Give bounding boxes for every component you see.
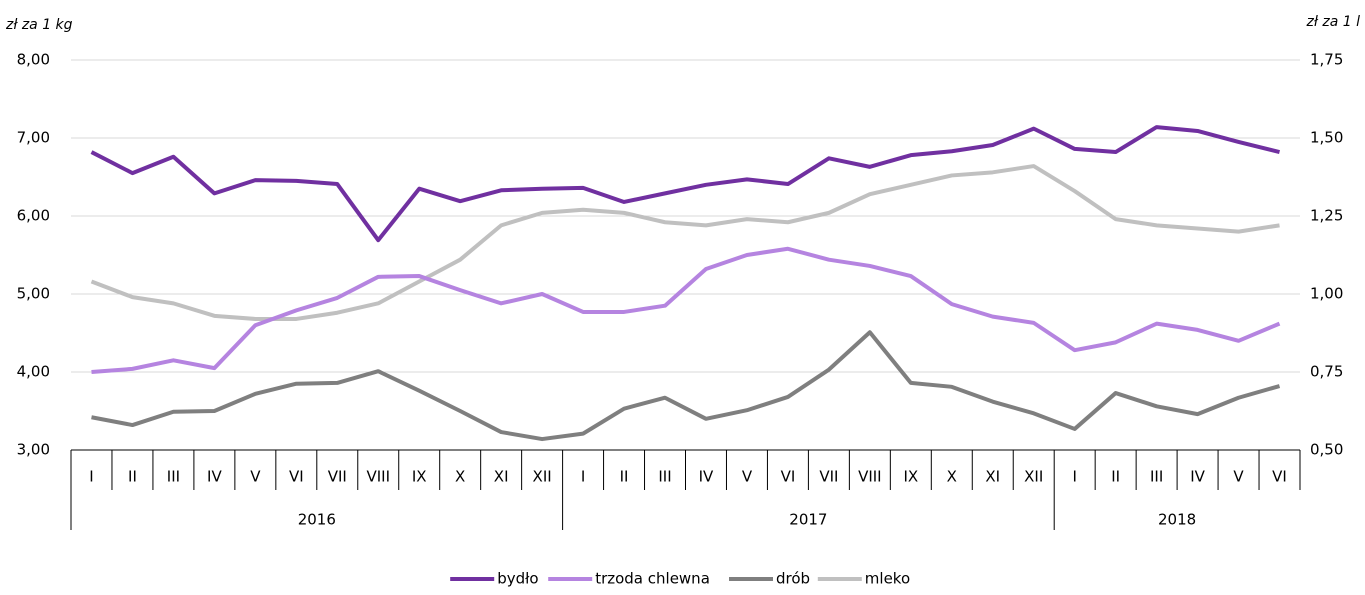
y2-tick-label: 0,75	[1310, 363, 1343, 381]
y2-axis-label: zł za 1 l	[1306, 14, 1361, 30]
legend-label: drób	[776, 570, 810, 588]
line	[91, 330, 1281, 442]
legend-label: mleko	[865, 570, 910, 588]
x-tick-label: IV	[699, 468, 714, 486]
legend-label: trzoda chlewna	[595, 570, 710, 588]
x-tick-label: VI	[1272, 468, 1287, 486]
y-tick-label: 8,00	[17, 51, 50, 69]
x-tick-label: III	[167, 468, 180, 486]
y2-tick-label: 1,25	[1310, 207, 1343, 225]
x-tick-label: XI	[985, 468, 1000, 486]
group-label: 2016	[298, 511, 336, 529]
x-tick-label: II	[128, 468, 137, 486]
x-tick-label: IX	[903, 468, 918, 486]
x-tick-label: I	[89, 468, 93, 486]
x-tick-label: VI	[289, 468, 304, 486]
x-tick-label: XI	[494, 468, 509, 486]
line	[90, 164, 1280, 321]
x-tick-label: VII	[819, 468, 838, 486]
x-tick-label: VII	[328, 468, 347, 486]
x-tick-label: IV	[207, 468, 222, 486]
x-tick-label: IV	[1190, 468, 1205, 486]
y-tick-label: 7,00	[17, 129, 50, 147]
line	[91, 246, 1281, 374]
y2-tick-label: 1,00	[1310, 285, 1343, 303]
x-tick-label: V	[742, 468, 753, 486]
x-tick-label: XII	[533, 468, 552, 486]
y-tick-label: 4,00	[17, 363, 50, 381]
x-tick-label: V	[1233, 468, 1244, 486]
x-tick-label: X	[455, 468, 465, 486]
x-tick-label: XII	[1024, 468, 1043, 486]
group-label: 2017	[789, 511, 827, 529]
x-tick-label: VI	[781, 468, 796, 486]
y-tick-label: 3,00	[17, 441, 50, 459]
x-tick-label: II	[1111, 468, 1120, 486]
x-tick-label: III	[1150, 468, 1163, 486]
x-tick-label: X	[947, 468, 957, 486]
x-tick-label: V	[250, 468, 261, 486]
group-label: 2018	[1158, 511, 1196, 529]
x-tick-label: VIII	[366, 468, 390, 486]
x-tick-label: II	[620, 468, 629, 486]
y2-tick-label: 1,50	[1310, 129, 1343, 147]
line	[90, 125, 1281, 243]
x-tick-label: I	[581, 468, 585, 486]
x-tick-label: VIII	[858, 468, 882, 486]
y2-tick-label: 0,50	[1310, 441, 1343, 459]
x-tick-label: III	[658, 468, 671, 486]
x-tick-label: I	[1072, 468, 1076, 486]
y2-tick-label: 1,75	[1310, 51, 1343, 69]
y-tick-label: 5,00	[17, 285, 50, 303]
y-tick-label: 6,00	[17, 207, 50, 225]
x-tick-label: IX	[412, 468, 427, 486]
y-axis-label: zł za 1 kg	[5, 17, 73, 33]
legend-label: bydło	[497, 570, 538, 588]
